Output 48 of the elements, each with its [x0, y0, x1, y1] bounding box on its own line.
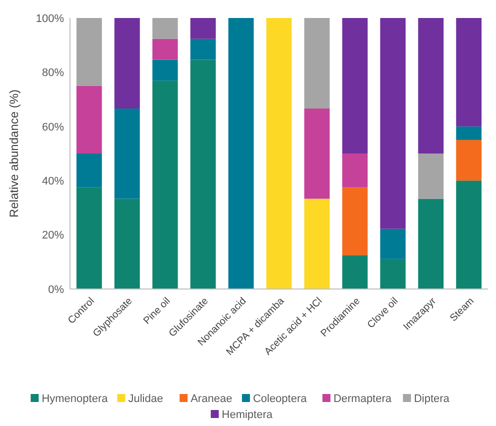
legend-label: Diptera	[414, 392, 450, 405]
bar	[152, 60, 178, 81]
bar	[190, 38, 216, 60]
bar	[76, 187, 102, 289]
y-tick-label: 100%	[36, 12, 64, 25]
bar	[342, 18, 368, 154]
bar	[380, 228, 406, 259]
bar	[190, 18, 216, 39]
y-tick-label: 40%	[42, 175, 64, 188]
legend-label: Hemiptera	[222, 408, 274, 421]
bar	[342, 187, 368, 256]
y-tick-label: 0%	[48, 284, 64, 296]
bar	[114, 198, 140, 289]
bar	[342, 255, 368, 289]
legend-label: Coleoptera	[252, 392, 308, 405]
y-axis-title: Relative abundance (%)	[7, 89, 21, 218]
bar	[418, 198, 444, 289]
bar	[456, 126, 482, 140]
bar	[304, 198, 330, 289]
bar	[304, 18, 330, 109]
y-tick-label: 60%	[42, 121, 64, 134]
legend-label: Dermaptera	[333, 392, 392, 405]
bar	[190, 60, 216, 289]
bar	[152, 80, 178, 289]
legend-label: Hymenoptera	[42, 392, 109, 405]
legend-label: Julidae	[128, 392, 164, 405]
bar	[266, 18, 292, 289]
bar	[342, 154, 368, 188]
legend-label: Araneae	[190, 392, 232, 405]
x-tick-label: Pine oil	[142, 296, 173, 327]
bar	[456, 180, 482, 289]
bar	[418, 154, 444, 199]
bar	[114, 108, 140, 199]
bar	[380, 258, 406, 289]
y-tick-label: 20%	[42, 230, 64, 242]
bar	[456, 18, 482, 126]
bar	[76, 18, 102, 86]
bar	[152, 18, 178, 39]
bar	[76, 86, 102, 154]
bar	[228, 18, 254, 289]
bar	[76, 154, 102, 188]
bar	[380, 18, 406, 229]
bar	[456, 140, 482, 181]
y-tick-label: 80%	[42, 67, 64, 80]
bar	[114, 18, 140, 109]
bar	[304, 108, 330, 199]
bar	[152, 38, 178, 60]
bar	[418, 18, 444, 154]
